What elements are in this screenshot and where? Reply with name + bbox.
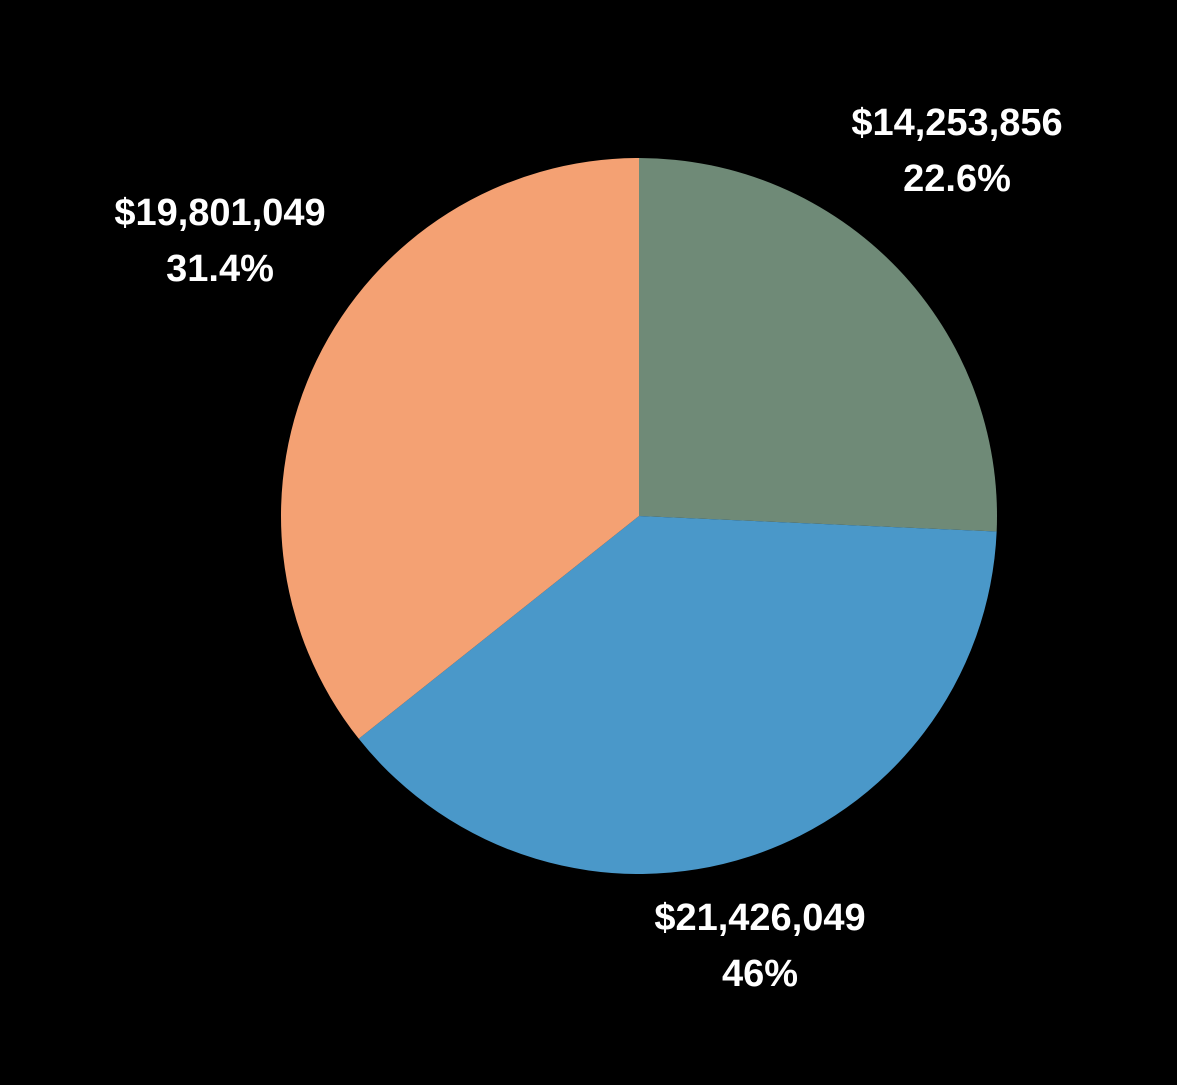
pie-slice-3 (280, 158, 639, 739)
pie-slice-2 (358, 516, 997, 875)
pie-slice-1 (639, 158, 997, 532)
slice-percent-label: 22.6% (903, 158, 1011, 200)
slice-value-label: $14,253,856 (851, 102, 1062, 144)
pie-slices (280, 158, 997, 875)
slice-percent-label: 46% (722, 953, 798, 995)
pie-labels: $14,253,856 22.6% $21,426,049 46% $19,80… (114, 102, 1062, 995)
slice-value-label: $21,426,049 (654, 897, 865, 939)
slice-value-label: $19,801,049 (114, 192, 325, 234)
slice-percent-label: 31.4% (166, 248, 274, 290)
